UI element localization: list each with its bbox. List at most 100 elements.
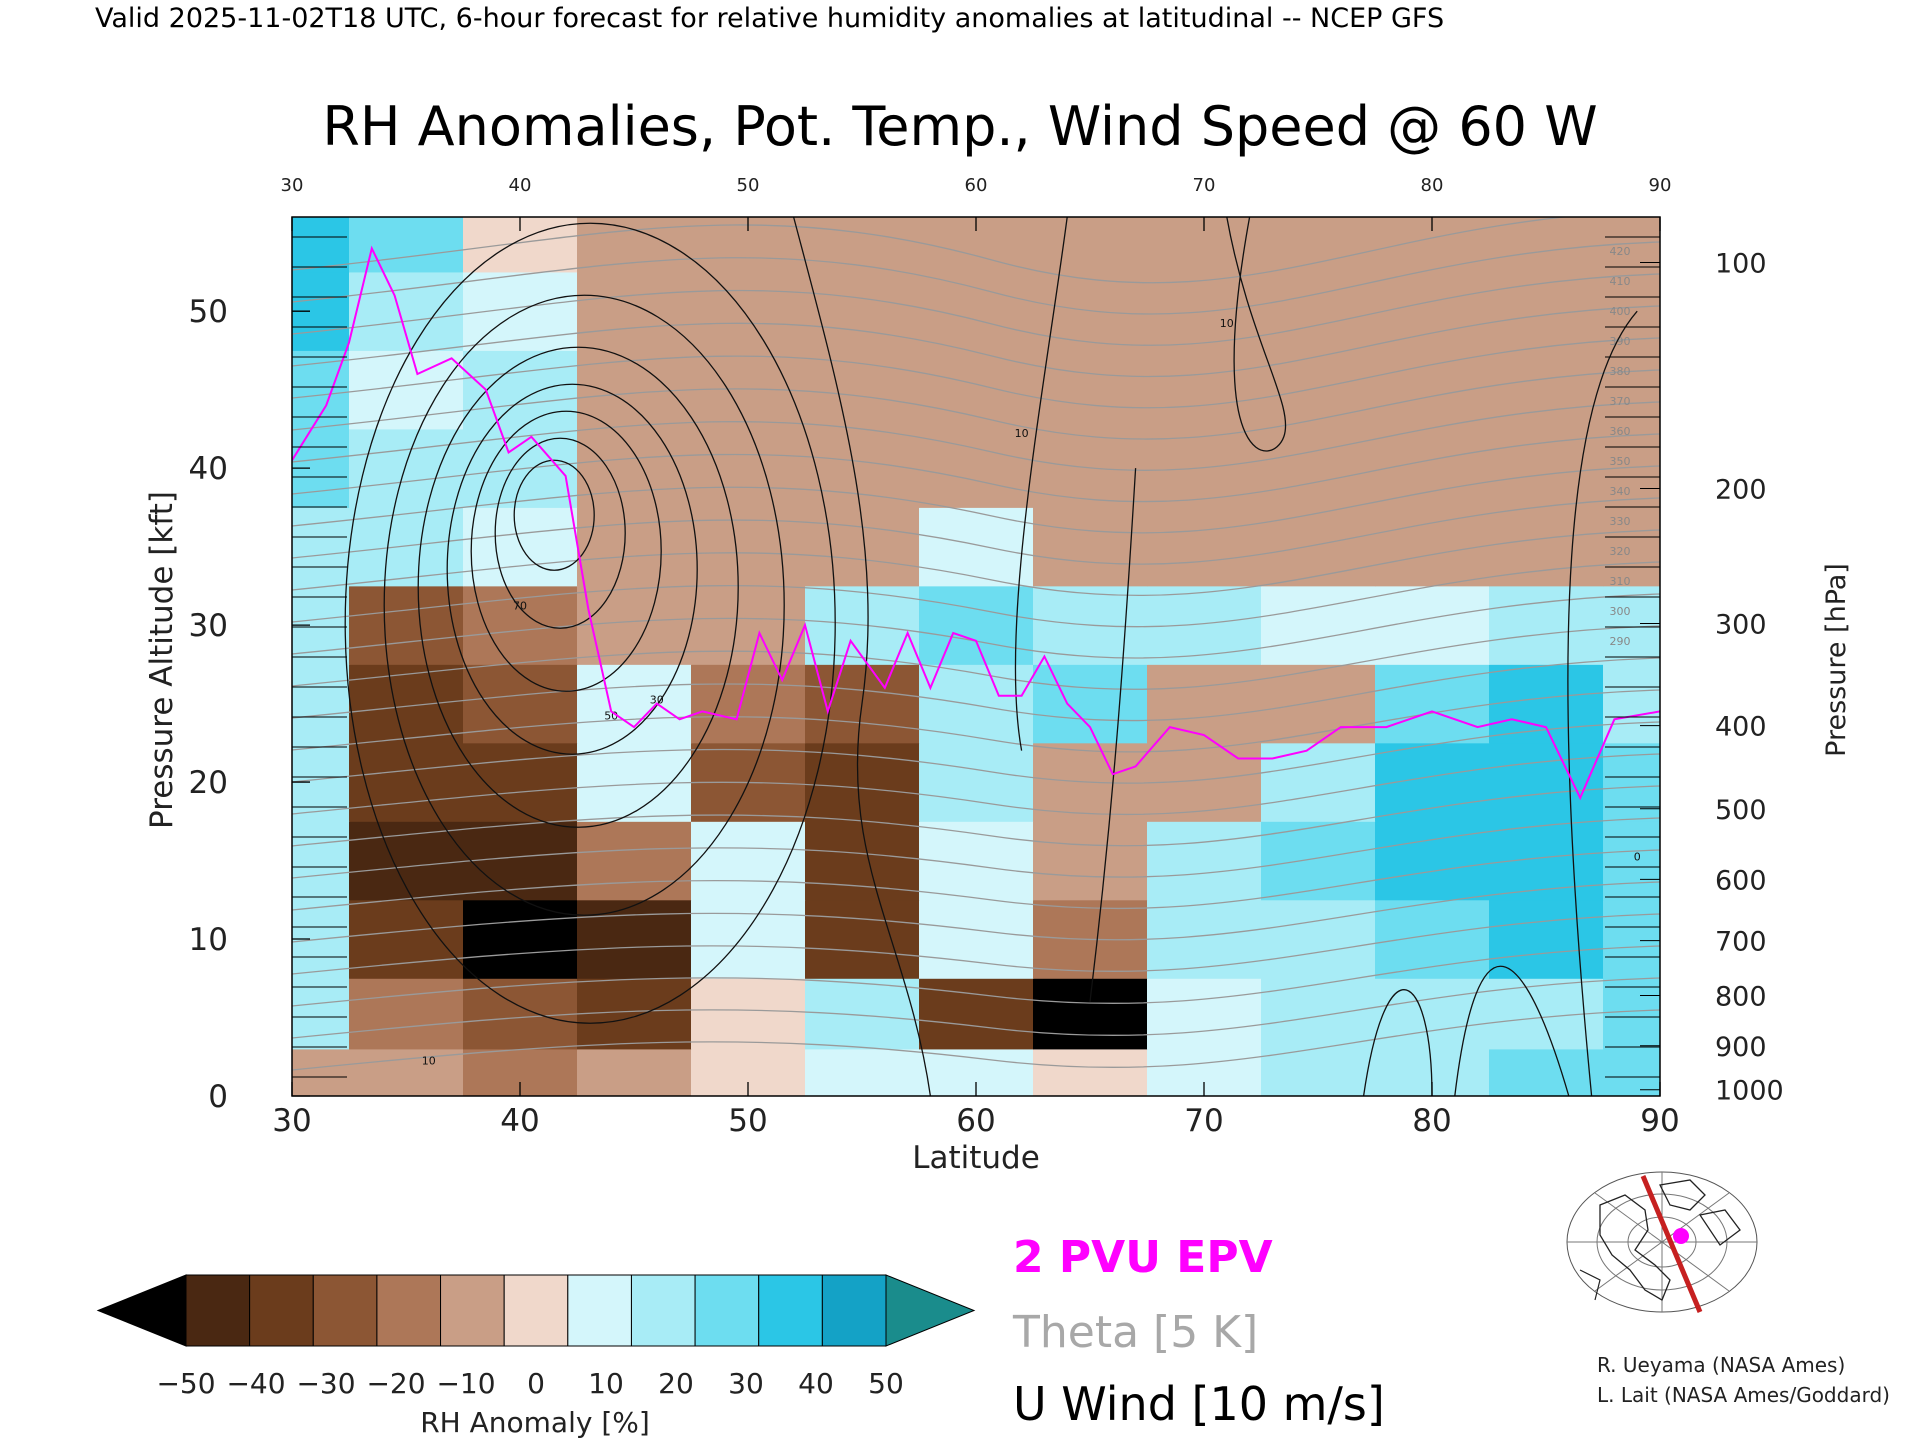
colorbar-segment [440, 1274, 505, 1347]
wind-contour [383, 294, 785, 916]
heatmap-cell [1489, 899, 1604, 979]
wind-contour [1014, 217, 1068, 751]
wind-contour [446, 383, 698, 755]
heatmap-cell [1489, 664, 1604, 744]
x-tick-label: 50 [728, 1103, 767, 1139]
y-axis-right: 100 200 300 400 500 600 700 800 900 1000 [1640, 249, 1784, 1107]
heatmap-cell [1375, 350, 1490, 430]
heatmap-cell [919, 664, 1034, 744]
heatmap-cell [1489, 271, 1604, 351]
heatmap-cell [1261, 271, 1376, 351]
theta-contour-label: 360 [1610, 425, 1631, 438]
heatmap-cell [1261, 742, 1376, 822]
x-tick-label: 60 [956, 1103, 995, 1139]
heatmap-cell [1261, 899, 1376, 979]
pressure-tick-label: 600 [1715, 865, 1767, 896]
heatmap-cell [292, 217, 350, 273]
heatmap-cell [919, 428, 1034, 508]
colorbar-low-arrow [96, 1274, 187, 1347]
colorbar-segment [312, 1274, 378, 1347]
colorbar-tick-label: −30 [296, 1367, 355, 1400]
heatmap-cell [463, 821, 578, 901]
credit-line-2: L. Lait (NASA Ames/Goddard) [1597, 1383, 1890, 1407]
theta-contour [292, 785, 1660, 847]
theta-contour [292, 753, 1660, 816]
pressure-tick-label: 200 [1715, 475, 1767, 506]
heatmap-layer [292, 217, 1660, 1096]
heatmap-cell [1261, 428, 1376, 508]
heatmap-cell [1489, 585, 1604, 665]
theta-contour [292, 625, 1660, 690]
theta-contour [292, 241, 1660, 315]
theta-contour-label: 400 [1610, 305, 1631, 318]
heatmap-cell [463, 978, 578, 1050]
heatmap-cell [1375, 507, 1490, 587]
theta-contour [292, 497, 1660, 565]
theta-contour [292, 881, 1660, 943]
heatmap-cell [1147, 664, 1262, 744]
heatmap-cell [463, 899, 578, 979]
colorbar-segment [249, 1274, 314, 1347]
theta-contour [292, 337, 1660, 409]
theta-contour-label: 310 [1610, 575, 1631, 588]
heatmap-cell [1147, 350, 1262, 430]
x-axis-top: 30 40 50 60 70 80 90 [281, 175, 1672, 231]
colorbar-tick-label: 30 [728, 1367, 764, 1400]
x-top-tick-label: 60 [965, 175, 988, 196]
pressure-grid [292, 236, 1660, 1078]
wind-contour [1362, 989, 1433, 1096]
x-top-tick-label: 90 [1649, 175, 1672, 196]
heatmap-cell [1375, 428, 1490, 508]
theta-contour [292, 529, 1660, 597]
theta-contour-label: 420 [1610, 245, 1631, 258]
heatmap-cell [1261, 507, 1376, 587]
heatmap-cell [577, 742, 692, 822]
heatmap-cell [691, 271, 806, 351]
heatmap-cell [577, 1048, 692, 1096]
colorbar-segment [567, 1274, 632, 1347]
heatmap-cell [805, 271, 920, 351]
heatmap-cell [1603, 664, 1660, 744]
heatmap-cell [1033, 664, 1148, 744]
pressure-tick-label: 700 [1715, 927, 1767, 958]
heatmap-cell [691, 978, 806, 1050]
theta-contour [292, 465, 1660, 534]
wind-contour-label: 70 [513, 599, 527, 612]
heatmap-cell [463, 507, 578, 587]
heatmap-cell [1603, 507, 1660, 587]
heatmap-cell [1489, 350, 1604, 430]
x-tick-label: 40 [500, 1103, 539, 1139]
theta-contour-label: 290 [1610, 635, 1631, 648]
colorbar-tick-label: −10 [436, 1367, 495, 1400]
heatmap-cell [805, 350, 920, 430]
heatmap-cell [1033, 271, 1148, 351]
heatmap-cell [691, 821, 806, 901]
heatmap-cell [1603, 585, 1660, 665]
theta-contour-label: 370 [1610, 395, 1631, 408]
heatmap-cell [691, 507, 806, 587]
theta-contour [292, 817, 1660, 879]
heatmap-cell [1147, 978, 1262, 1050]
y-axis-label-right: Pressure [hPa] [1821, 563, 1852, 757]
heatmap-cell [292, 1048, 350, 1096]
x-tick-label: 80 [1412, 1103, 1451, 1139]
wind-contours: 70 50 30 10 10 10 0 [344, 217, 1641, 1096]
heatmap-cell [1603, 899, 1660, 979]
heatmap-cell [919, 507, 1034, 587]
pressure-tick-label: 100 [1715, 249, 1767, 280]
inset-marker [1673, 1228, 1689, 1244]
wind-contour [1089, 468, 1137, 1002]
heatmap-cell [1489, 217, 1604, 273]
heatmap-cell [1603, 978, 1660, 1050]
y-tick-label: 30 [189, 608, 228, 644]
pressure-tick-label: 300 [1715, 610, 1767, 641]
y-tick-label: 20 [189, 765, 228, 801]
colorbar-segment [758, 1274, 823, 1347]
heatmap-cell [349, 1048, 464, 1096]
heatmap-cell [1603, 1048, 1660, 1096]
colorbar-segment [185, 1274, 251, 1347]
heatmap-cell [1375, 821, 1490, 901]
colorbar-segment [376, 1274, 442, 1347]
theta-contour [292, 913, 1660, 975]
y-tick-label: 40 [189, 451, 228, 487]
